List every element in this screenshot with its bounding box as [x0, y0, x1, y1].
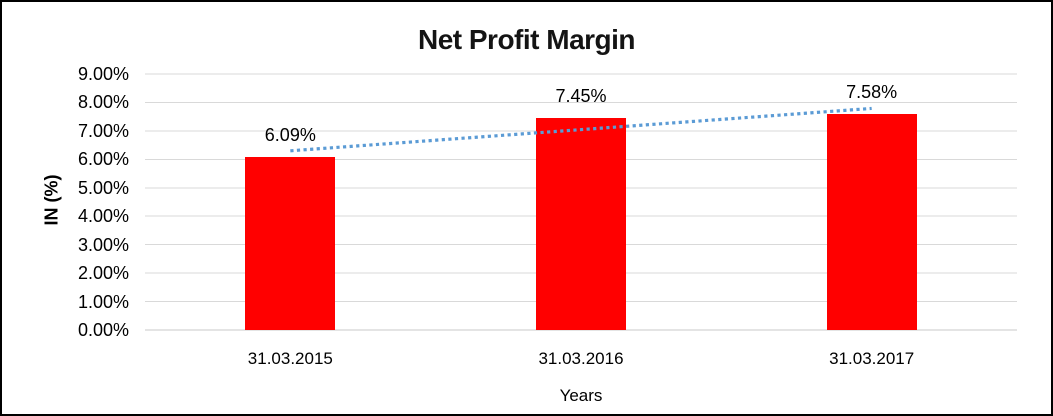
x-tick-label: 31.03.2016 — [538, 349, 624, 368]
data-label: 6.09% — [264, 124, 316, 145]
y-tick-label: 1.00% — [77, 291, 129, 312]
y-tick-label: 2.00% — [77, 263, 129, 284]
bar-31.03.2016 — [536, 118, 626, 330]
data-label: 7.58% — [846, 82, 898, 103]
y-tick-label: 3.00% — [77, 234, 129, 255]
y-tick-label: 7.00% — [77, 120, 129, 141]
x-tick-label: 31.03.2015 — [247, 349, 333, 368]
linear-trendline — [290, 106, 872, 153]
bars-layer: 6.09% 7.45% 7.58% — [145, 74, 1017, 330]
trendline-layer — [290, 106, 872, 153]
y-tick-label: 6.00% — [77, 149, 129, 170]
x-tick-label: 31.03.2017 — [829, 349, 915, 368]
bar-31.03.2015 — [245, 156, 336, 330]
y-tick-label: 0.00% — [77, 320, 129, 340]
chart-title: Net Profit Margin — [417, 24, 636, 55]
y-tick-label: 4.00% — [77, 206, 129, 227]
plot-area: 6.09% 7.45% 7.58% — [145, 73, 1017, 331]
y-tick-label: 9.00% — [77, 64, 129, 84]
y-tick-label: 8.00% — [77, 92, 129, 113]
bar-31.03.2017 — [826, 114, 917, 330]
data-label: 7.45% — [555, 86, 607, 107]
y-tick-label: 5.00% — [77, 177, 129, 198]
x-axis-title: Years — [559, 386, 603, 405]
